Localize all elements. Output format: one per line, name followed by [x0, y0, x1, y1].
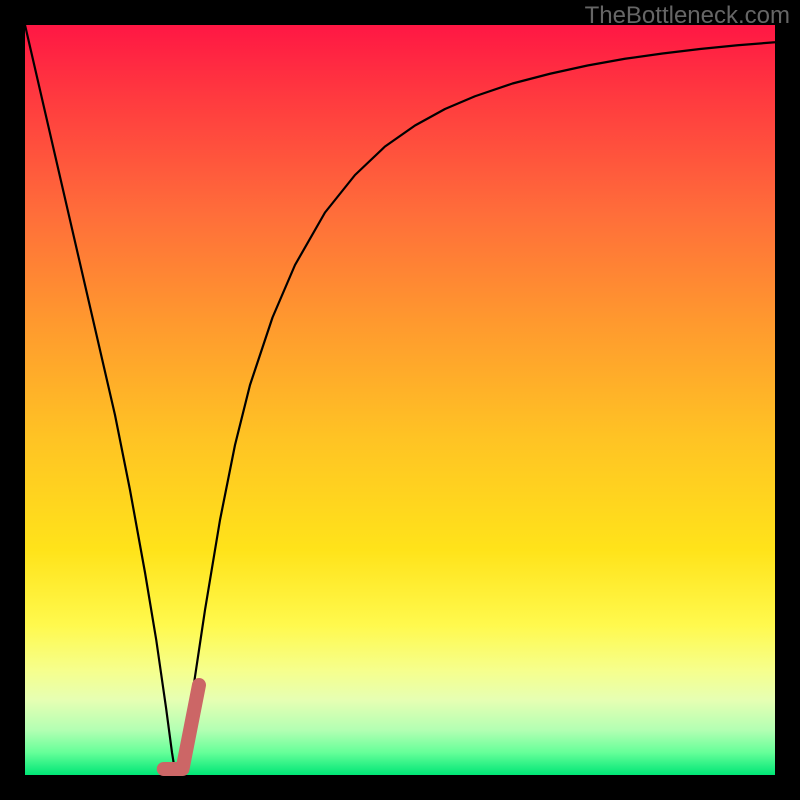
bottleneck-curve	[25, 25, 775, 771]
curve-layer	[25, 25, 775, 775]
plot-area	[25, 25, 775, 775]
chart-frame: TheBottleneck.com	[0, 0, 800, 800]
watermark-text: TheBottleneck.com	[585, 2, 790, 30]
